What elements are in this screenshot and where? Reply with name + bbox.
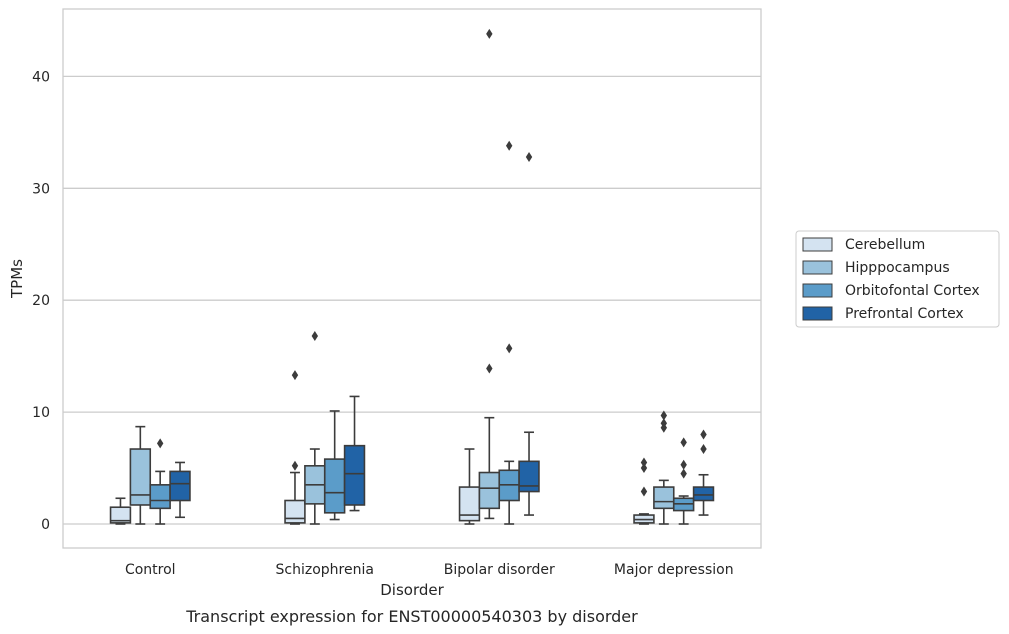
legend-swatch (802, 260, 833, 275)
box-iqr (129, 448, 152, 506)
x-tick-labels: Control Schizophrenia Bipolar disorder Majo… (125, 562, 734, 578)
outlier-point (311, 331, 319, 342)
box-iqr (169, 470, 191, 502)
y-tick-label: 40 (32, 69, 50, 85)
legend-swatch (802, 237, 833, 252)
box-iqr (343, 444, 366, 506)
box-cerebellum-schizophrenia (284, 370, 306, 525)
outlier-point (640, 463, 648, 474)
box-iqr (478, 471, 501, 510)
legend-label: Cerebellum (845, 237, 925, 253)
y-axis-title: TPMs (8, 259, 26, 299)
outlier-point (486, 363, 493, 374)
box-prefrontal-cortex-control (169, 461, 191, 519)
box-cerebellum-bipolar-disorder (458, 448, 481, 525)
outlier-point (291, 460, 299, 471)
box-prefrontal-cortex-schizophrenia (343, 395, 366, 512)
outlier-point (291, 370, 299, 381)
box-prefrontal-cortex-bipolar-disorder (518, 151, 540, 516)
box-iqr (284, 499, 306, 524)
y-gridlines (63, 75, 761, 525)
outlier-point (680, 437, 687, 448)
outlier-point (640, 457, 648, 468)
box-iqr (109, 506, 132, 524)
outlier-point (680, 459, 687, 470)
outlier-point (486, 28, 493, 39)
outlier-point (505, 343, 513, 354)
x-tick-label: Major depression (614, 562, 734, 578)
box-iqr (518, 460, 540, 493)
legend: Cerebellum Hipppocampus Orbitofontal Corte… (795, 230, 1000, 328)
box-orbitofontal-cortex-schizophrenia (323, 410, 346, 521)
box-groups (109, 28, 715, 525)
box-hipppocampus-control (129, 425, 152, 525)
box-iqr (692, 486, 715, 502)
legend-frame (795, 230, 1000, 328)
outlier-point (700, 429, 707, 440)
legend-label: Orbitofontal Cortex (845, 283, 980, 299)
outlier-point (505, 140, 513, 151)
box-iqr (149, 484, 171, 510)
box-hipppocampus-major-depression (653, 410, 675, 525)
x-tick-label: Bipolar disorder (444, 562, 555, 578)
y-tick-label: 20 (32, 293, 50, 309)
y-tick-label: 30 (32, 181, 50, 197)
outlier-point (700, 444, 707, 455)
x-tick-label: Control (125, 562, 176, 578)
legend-label: Hipppocampus (845, 260, 950, 276)
box-orbitofontal-cortex-control (149, 438, 171, 525)
outlier-point (640, 486, 648, 497)
box-iqr (653, 486, 675, 510)
legend-label: Prefrontal Cortex (845, 306, 964, 322)
box-cerebellum-control (109, 497, 132, 525)
box-orbitofontal-cortex-bipolar-disorder (498, 140, 520, 525)
y-tick-labels: 0 10 20 30 40 (32, 69, 50, 533)
plot-frame (62, 8, 762, 549)
box-hipppocampus-schizophrenia (304, 331, 326, 525)
box-cerebellum-major-depression (633, 457, 655, 525)
box-iqr (323, 458, 346, 514)
box-prefrontal-cortex-major-depression (692, 429, 715, 516)
x-axis-title: Disorder (380, 581, 444, 599)
outlier-point (660, 418, 668, 429)
outlier-point (660, 410, 668, 421)
legend-swatch (802, 283, 833, 298)
legend-swatch (802, 306, 833, 321)
y-tick-label: 0 (41, 517, 50, 533)
outlier-point (680, 468, 687, 479)
box-hipppocampus-bipolar-disorder (478, 28, 501, 520)
box-orbitofontal-cortex-major-depression (672, 437, 695, 525)
x-tick-label: Schizophrenia (276, 562, 374, 578)
outlier-point (156, 438, 164, 449)
y-tick-label: 10 (32, 405, 50, 421)
outlier-point (525, 151, 533, 162)
chart-title: Transcript expression for ENST0000054030… (185, 607, 638, 626)
